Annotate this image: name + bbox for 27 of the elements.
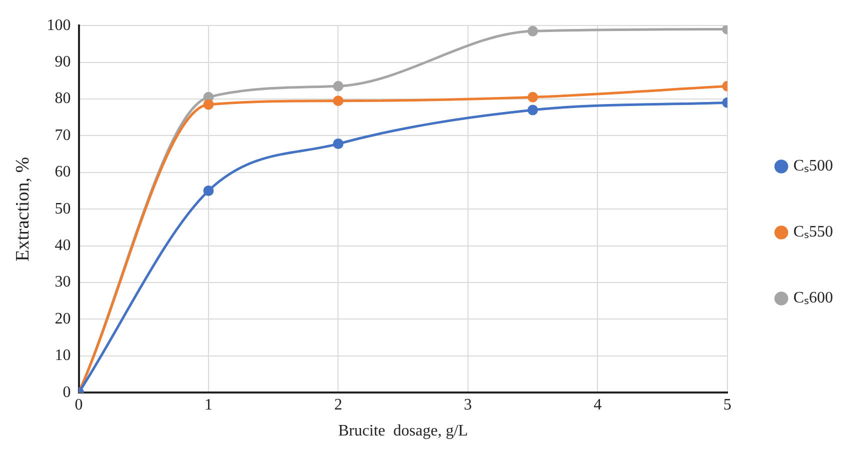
point [203, 186, 214, 196]
y-tick-label: 70 [54, 126, 71, 144]
point [332, 80, 344, 92]
legend-label: Cₛ550 [793, 224, 833, 241]
y-tick-label: 10 [54, 347, 71, 364]
y-tick-label: 80 [54, 90, 71, 108]
x-tick-label: 4 [594, 396, 602, 414]
legend-label: Cₛ500 [793, 158, 833, 175]
point [332, 138, 344, 150]
y-tick-label: 20 [54, 310, 71, 328]
y-tick-label: 30 [54, 274, 71, 291]
y-tick-label: 90 [54, 54, 71, 71]
x-tick-label: 5 [723, 396, 732, 414]
x-tick-label: 0 [74, 396, 83, 414]
x-tick-label: 3 [464, 396, 472, 414]
point [332, 96, 344, 106]
x-tick-label: 1 [204, 396, 213, 414]
x-tick-label: 2 [334, 396, 342, 414]
y-tick-label: 60 [54, 164, 71, 181]
legend-label: Cₛ600 [793, 290, 833, 307]
x-axis-title: Brucite dosage, g/L [338, 422, 468, 440]
y-tick-label: 40 [54, 237, 71, 254]
point [203, 99, 214, 110]
y-tick-label: 100 [46, 16, 71, 34]
y-tick-label: 50 [54, 200, 71, 218]
y-tick-label: 0 [62, 384, 71, 401]
y-axis-title: Extraction, % [12, 156, 34, 262]
